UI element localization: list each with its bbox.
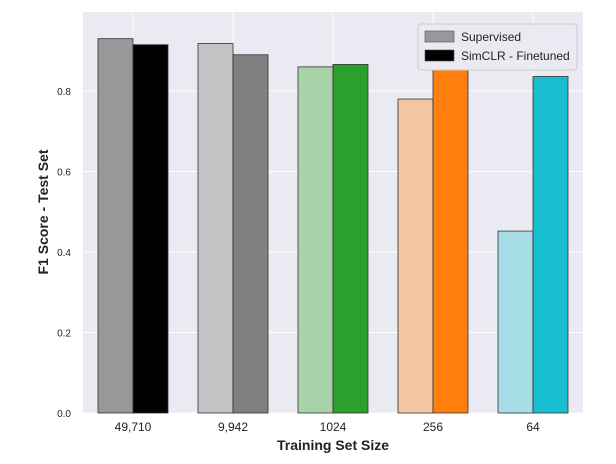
bar-supervised-1	[197, 43, 234, 414]
bar-simclr-3	[432, 69, 469, 414]
y-tick-label: 0.4	[57, 248, 71, 259]
y-tick-label: 0.2	[57, 329, 71, 340]
legend-entry-supervised: Supervised	[461, 30, 521, 44]
y-tick-label: 0.8	[57, 87, 71, 98]
legend-swatch-simclr-finetuned	[424, 49, 455, 62]
bar-simclr-2	[332, 64, 369, 414]
x-axis-label: Training Set Size	[277, 437, 389, 453]
x-tick-label: 256	[423, 420, 443, 434]
bar-supervised-4	[497, 230, 534, 414]
bar-simclr-4	[532, 76, 569, 414]
legend: Supervised SimCLR - Finetuned	[417, 23, 578, 71]
y-ticks: 0.0 0.2 0.4 0.6 0.8	[57, 87, 71, 420]
bar-simclr-0	[132, 44, 169, 414]
x-tick-label: 49,710	[115, 420, 152, 434]
bar-supervised-0	[97, 38, 134, 414]
legend-entry-simclr-finetuned: SimCLR - Finetuned	[461, 49, 570, 63]
bar-supervised-2	[297, 66, 334, 414]
x-tick-label: 1024	[320, 420, 347, 434]
bars	[97, 38, 569, 414]
x-tick-label: 9,942	[218, 420, 248, 434]
bar-simclr-1	[232, 54, 269, 414]
x-tick-label: 64	[526, 420, 540, 434]
y-tick-label: 0.6	[57, 168, 71, 179]
bar-supervised-3	[397, 98, 434, 414]
legend-box	[417, 23, 578, 71]
y-tick-label: 0.0	[57, 409, 71, 420]
x-ticks: 49,710 9,942 1024 256 64	[115, 420, 540, 434]
y-axis-label: F1 Score - Test Set	[35, 149, 51, 274]
legend-swatch-supervised	[424, 30, 455, 43]
